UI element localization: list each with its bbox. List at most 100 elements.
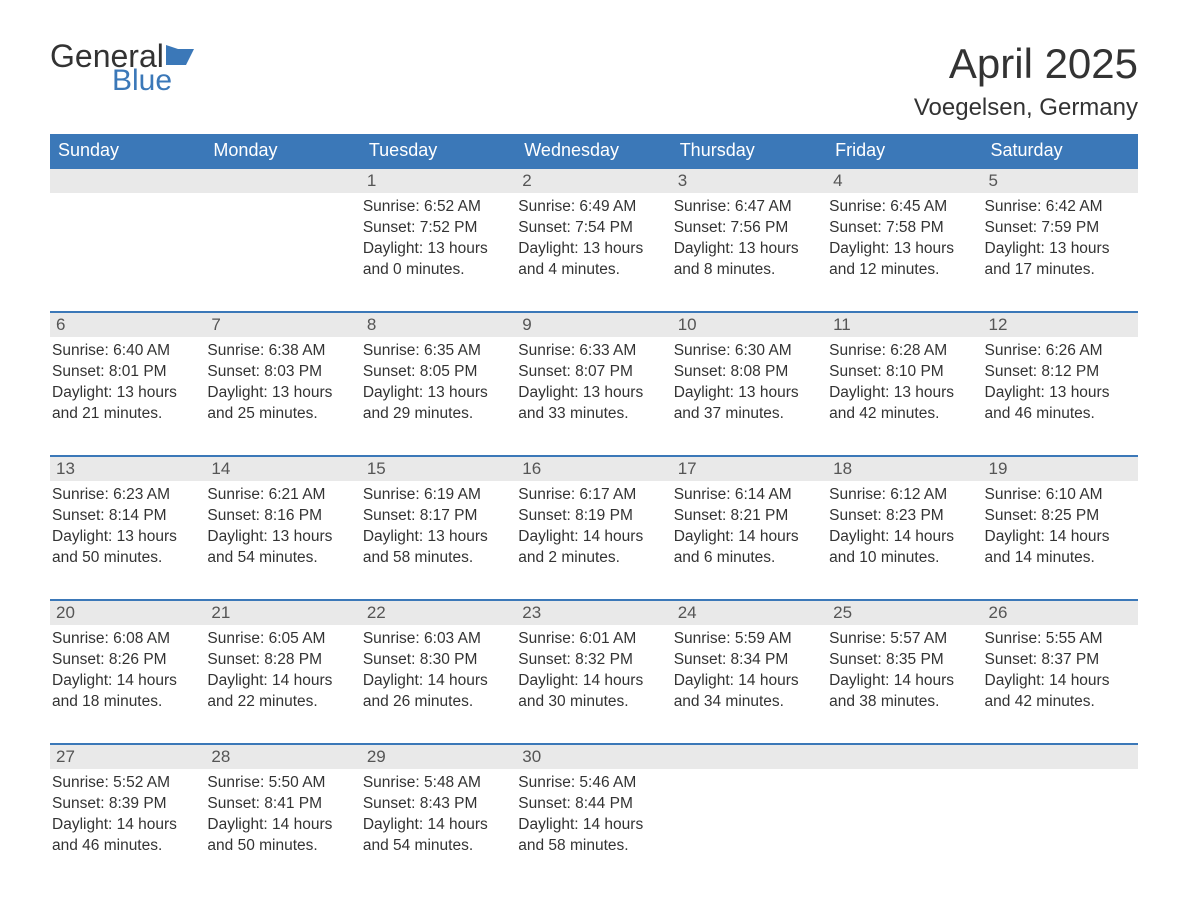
daylight-text-1: Daylight: 14 hours [207,815,354,836]
daylight-text-2: and 4 minutes. [518,260,665,281]
day-cell [50,169,205,293]
daylight-text-1: Daylight: 13 hours [829,239,976,260]
day-cell: 26Sunrise: 5:55 AMSunset: 8:37 PMDayligh… [983,601,1138,725]
daylight-text-1: Daylight: 13 hours [363,527,510,548]
sunrise-text: Sunrise: 6:45 AM [829,197,976,218]
sunset-text: Sunset: 7:59 PM [985,218,1132,239]
day-content: Sunrise: 6:12 AMSunset: 8:23 PMDaylight:… [827,481,982,571]
day-cell: 12Sunrise: 6:26 AMSunset: 8:12 PMDayligh… [983,313,1138,437]
sunrise-text: Sunrise: 6:10 AM [985,485,1132,506]
daylight-text-2: and 42 minutes. [829,404,976,425]
daylight-text-2: and 29 minutes. [363,404,510,425]
day-content: Sunrise: 5:52 AMSunset: 8:39 PMDaylight:… [50,769,205,859]
daylight-text-2: and 22 minutes. [207,692,354,713]
sunset-text: Sunset: 8:10 PM [829,362,976,383]
day-content: Sunrise: 6:28 AMSunset: 8:10 PMDaylight:… [827,337,982,427]
day-number: 23 [516,601,671,625]
day-number: 1 [361,169,516,193]
daylight-text-2: and 25 minutes. [207,404,354,425]
day-cell: 15Sunrise: 6:19 AMSunset: 8:17 PMDayligh… [361,457,516,581]
daylight-text-2: and 58 minutes. [518,836,665,857]
day-content: Sunrise: 6:08 AMSunset: 8:26 PMDaylight:… [50,625,205,715]
daylight-text-2: and 46 minutes. [985,404,1132,425]
sunset-text: Sunset: 7:56 PM [674,218,821,239]
daylight-text-1: Daylight: 14 hours [207,671,354,692]
day-number: 12 [983,313,1138,337]
daylight-text-2: and 0 minutes. [363,260,510,281]
day-content: Sunrise: 6:05 AMSunset: 8:28 PMDaylight:… [205,625,360,715]
daylight-text-2: and 26 minutes. [363,692,510,713]
sunset-text: Sunset: 7:52 PM [363,218,510,239]
page-title: April 2025 [914,40,1138,88]
sunset-text: Sunset: 8:03 PM [207,362,354,383]
sunrise-text: Sunrise: 6:40 AM [52,341,199,362]
sunrise-text: Sunrise: 5:52 AM [52,773,199,794]
sunset-text: Sunset: 8:16 PM [207,506,354,527]
sunset-text: Sunset: 8:26 PM [52,650,199,671]
logo: General Blue [50,40,196,96]
day-cell: 19Sunrise: 6:10 AMSunset: 8:25 PMDayligh… [983,457,1138,581]
daylight-text-1: Daylight: 14 hours [674,527,821,548]
day-number: 19 [983,457,1138,481]
sunrise-text: Sunrise: 6:42 AM [985,197,1132,218]
daylight-text-1: Daylight: 13 hours [52,383,199,404]
day-cell: 28Sunrise: 5:50 AMSunset: 8:41 PMDayligh… [205,745,360,869]
day-content: Sunrise: 6:19 AMSunset: 8:17 PMDaylight:… [361,481,516,571]
day-cell: 29Sunrise: 5:48 AMSunset: 8:43 PMDayligh… [361,745,516,869]
day-content: Sunrise: 6:10 AMSunset: 8:25 PMDaylight:… [983,481,1138,571]
weekday-header: Friday [827,134,982,167]
sunrise-text: Sunrise: 5:48 AM [363,773,510,794]
day-cell: 17Sunrise: 6:14 AMSunset: 8:21 PMDayligh… [672,457,827,581]
day-number [827,745,982,769]
day-cell: 24Sunrise: 5:59 AMSunset: 8:34 PMDayligh… [672,601,827,725]
sunrise-text: Sunrise: 6:23 AM [52,485,199,506]
day-number: 25 [827,601,982,625]
daylight-text-1: Daylight: 14 hours [518,815,665,836]
week-row: 1Sunrise: 6:52 AMSunset: 7:52 PMDaylight… [50,167,1138,293]
day-content: Sunrise: 5:55 AMSunset: 8:37 PMDaylight:… [983,625,1138,715]
sunrise-text: Sunrise: 6:19 AM [363,485,510,506]
daylight-text-2: and 8 minutes. [674,260,821,281]
day-number: 11 [827,313,982,337]
day-cell [205,169,360,293]
day-number: 10 [672,313,827,337]
sunset-text: Sunset: 7:54 PM [518,218,665,239]
day-cell: 9Sunrise: 6:33 AMSunset: 8:07 PMDaylight… [516,313,671,437]
day-content: Sunrise: 6:26 AMSunset: 8:12 PMDaylight:… [983,337,1138,427]
day-cell: 14Sunrise: 6:21 AMSunset: 8:16 PMDayligh… [205,457,360,581]
day-cell: 30Sunrise: 5:46 AMSunset: 8:44 PMDayligh… [516,745,671,869]
daylight-text-1: Daylight: 14 hours [829,671,976,692]
daylight-text-1: Daylight: 14 hours [985,527,1132,548]
day-cell: 21Sunrise: 6:05 AMSunset: 8:28 PMDayligh… [205,601,360,725]
sunset-text: Sunset: 8:39 PM [52,794,199,815]
day-number: 4 [827,169,982,193]
daylight-text-2: and 2 minutes. [518,548,665,569]
daylight-text-1: Daylight: 14 hours [363,671,510,692]
logo-text-blue: Blue [112,66,196,96]
daylight-text-2: and 54 minutes. [363,836,510,857]
daylight-text-1: Daylight: 14 hours [985,671,1132,692]
day-content: Sunrise: 5:59 AMSunset: 8:34 PMDaylight:… [672,625,827,715]
day-content: Sunrise: 6:03 AMSunset: 8:30 PMDaylight:… [361,625,516,715]
sunrise-text: Sunrise: 6:03 AM [363,629,510,650]
daylight-text-1: Daylight: 14 hours [52,671,199,692]
day-cell: 27Sunrise: 5:52 AMSunset: 8:39 PMDayligh… [50,745,205,869]
day-cell: 23Sunrise: 6:01 AMSunset: 8:32 PMDayligh… [516,601,671,725]
day-cell: 22Sunrise: 6:03 AMSunset: 8:30 PMDayligh… [361,601,516,725]
sunrise-text: Sunrise: 6:33 AM [518,341,665,362]
location-label: Voegelsen, Germany [914,94,1138,122]
week-row: 13Sunrise: 6:23 AMSunset: 8:14 PMDayligh… [50,455,1138,581]
daylight-text-2: and 17 minutes. [985,260,1132,281]
day-cell: 5Sunrise: 6:42 AMSunset: 7:59 PMDaylight… [983,169,1138,293]
day-content: Sunrise: 6:35 AMSunset: 8:05 PMDaylight:… [361,337,516,427]
sunrise-text: Sunrise: 5:59 AM [674,629,821,650]
sunset-text: Sunset: 8:32 PM [518,650,665,671]
day-number: 27 [50,745,205,769]
sunrise-text: Sunrise: 6:21 AM [207,485,354,506]
day-cell: 10Sunrise: 6:30 AMSunset: 8:08 PMDayligh… [672,313,827,437]
day-cell: 20Sunrise: 6:08 AMSunset: 8:26 PMDayligh… [50,601,205,725]
sunrise-text: Sunrise: 6:28 AM [829,341,976,362]
daylight-text-1: Daylight: 14 hours [363,815,510,836]
day-number: 20 [50,601,205,625]
sunrise-text: Sunrise: 6:14 AM [674,485,821,506]
